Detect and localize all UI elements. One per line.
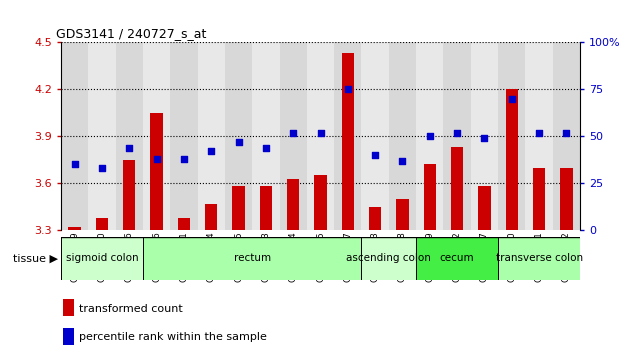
Point: [425, 133, 435, 139]
Point: [151, 156, 162, 162]
Point: [397, 158, 408, 164]
Point: [315, 130, 326, 135]
Point: [506, 96, 517, 102]
Bar: [416, 42, 444, 230]
Bar: [369, 207, 381, 230]
Bar: [362, 42, 389, 230]
Text: rectum: rectum: [233, 253, 271, 263]
Point: [452, 130, 462, 135]
Bar: [396, 199, 408, 230]
Bar: [362, 237, 416, 280]
Bar: [69, 227, 81, 230]
Text: tissue ▶: tissue ▶: [13, 253, 58, 263]
Point: [479, 135, 490, 141]
Point: [288, 130, 298, 135]
Bar: [197, 42, 225, 230]
Point: [343, 86, 353, 92]
Bar: [478, 186, 490, 230]
Bar: [287, 178, 299, 230]
Text: GDS3141 / 240727_s_at: GDS3141 / 240727_s_at: [56, 27, 206, 40]
Point: [233, 139, 244, 145]
Text: sigmoid colon: sigmoid colon: [65, 253, 138, 263]
Bar: [63, 299, 74, 316]
Bar: [63, 328, 74, 345]
Bar: [178, 218, 190, 230]
Bar: [416, 237, 498, 280]
Bar: [444, 42, 470, 230]
Bar: [61, 237, 143, 280]
Bar: [553, 42, 580, 230]
Text: transverse colon: transverse colon: [495, 253, 583, 263]
Bar: [151, 113, 163, 230]
Point: [206, 148, 216, 154]
Bar: [279, 42, 307, 230]
Bar: [470, 42, 498, 230]
Bar: [498, 237, 580, 280]
Bar: [506, 89, 518, 230]
Point: [97, 165, 107, 171]
Bar: [424, 164, 436, 230]
Bar: [307, 42, 334, 230]
Point: [69, 161, 79, 167]
Point: [261, 145, 271, 150]
Bar: [498, 42, 526, 230]
Bar: [123, 160, 135, 230]
Bar: [96, 218, 108, 230]
Bar: [233, 186, 245, 230]
Bar: [451, 147, 463, 230]
Text: percentile rank within the sample: percentile rank within the sample: [79, 332, 267, 342]
Bar: [143, 237, 362, 280]
Bar: [225, 42, 252, 230]
Bar: [526, 42, 553, 230]
Bar: [171, 42, 197, 230]
Point: [179, 156, 189, 162]
Text: ascending colon: ascending colon: [346, 253, 431, 263]
Bar: [260, 186, 272, 230]
Bar: [115, 42, 143, 230]
Bar: [252, 42, 279, 230]
Bar: [389, 42, 416, 230]
Point: [124, 145, 135, 150]
Bar: [205, 204, 217, 230]
Bar: [533, 167, 545, 230]
Bar: [334, 42, 362, 230]
Text: cecum: cecum: [440, 253, 474, 263]
Bar: [342, 53, 354, 230]
Bar: [61, 42, 88, 230]
Bar: [143, 42, 171, 230]
Point: [562, 130, 572, 135]
Bar: [88, 42, 115, 230]
Point: [534, 130, 544, 135]
Text: transformed count: transformed count: [79, 304, 183, 314]
Bar: [560, 167, 572, 230]
Bar: [314, 175, 327, 230]
Point: [370, 152, 380, 158]
